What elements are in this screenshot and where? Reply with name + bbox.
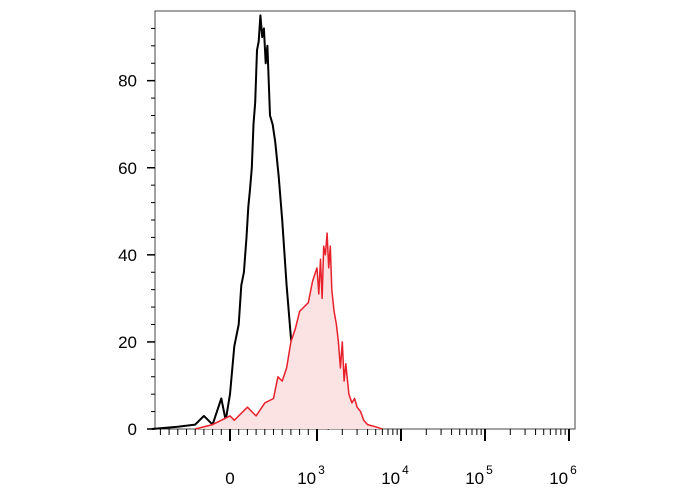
y-tick-label: 80 [118,72,137,91]
x-tick-label: 10 4 [381,463,409,488]
x-tick-label: 10 6 [549,463,577,488]
y-tick-label: 60 [118,159,137,178]
x-tick-label: 10 5 [465,463,493,488]
y-tick-label: 20 [118,333,137,352]
x-axis: 0 10 3 10 4 10 5 10 6 [159,429,577,488]
series-1-area [195,233,383,429]
y-axis: 0 20 40 60 80 [118,27,155,439]
series-layer [151,14,383,430]
x-tick-label: 0 [225,469,234,488]
y-tick-label: 0 [128,420,137,439]
x-tick-label: 10 3 [297,463,325,488]
y-tick-label: 40 [118,246,137,265]
series-1-line [195,232,383,430]
plot-frame [154,10,576,430]
